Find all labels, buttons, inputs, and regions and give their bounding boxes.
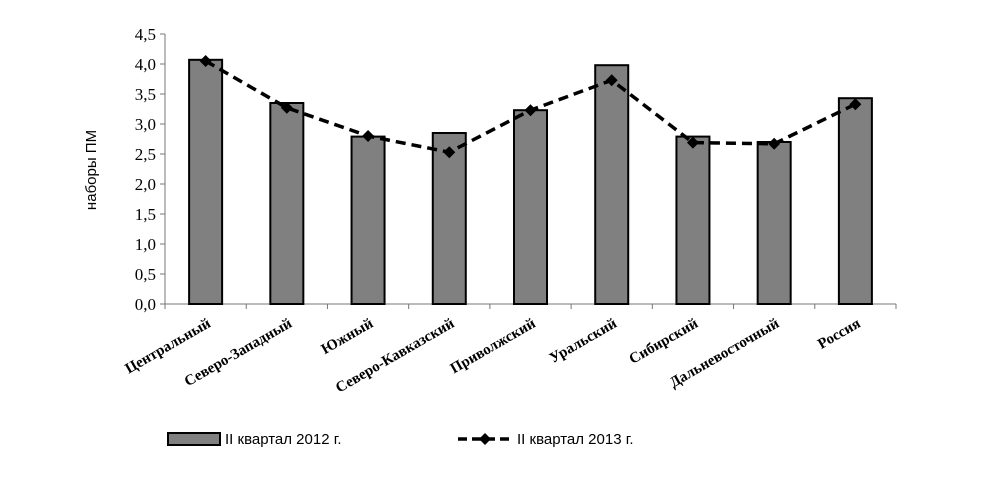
bar-2012 <box>594 64 630 305</box>
y-tick-label: 2,5 <box>135 145 156 164</box>
y-tick-label: 1,5 <box>135 205 156 224</box>
point-2013 <box>362 130 375 142</box>
legend: II квартал 2012 г. II квартал 2013 г. <box>167 431 634 448</box>
x-tick-label: Сибирский <box>627 315 702 367</box>
point-2013 <box>280 101 293 114</box>
point-2013 <box>605 74 618 87</box>
point-2013 <box>443 146 456 159</box>
y-tick-label: 3,0 <box>135 115 156 134</box>
x-tick-label: Южный <box>319 315 377 358</box>
bar-2012 <box>269 102 305 305</box>
y-tick-label: 1,0 <box>135 235 156 254</box>
legend-diamond-marker <box>479 433 491 445</box>
point-2013 <box>768 137 781 150</box>
legend-label-2013: II квартал 2013 г. <box>517 431 634 448</box>
bar-2012 <box>350 135 386 305</box>
x-tick-label: Россия <box>815 316 863 353</box>
point-2013 <box>686 136 699 149</box>
y-tick-label: 0,5 <box>135 265 156 284</box>
bar-2012 <box>837 97 873 305</box>
bar-2012 <box>675 135 711 305</box>
bar-2012 <box>756 141 792 305</box>
y-tick-label: 2,0 <box>135 175 156 194</box>
point-2013 <box>849 98 862 111</box>
y-tick-label: 4,5 <box>135 25 156 44</box>
point-2013 <box>199 55 212 67</box>
legend-swatch-bar <box>167 432 221 446</box>
bar-2012 <box>188 58 224 305</box>
y-axis-label: наборы ПМ <box>83 130 100 210</box>
y-tick-label: 3,5 <box>135 85 156 104</box>
point-2013 <box>524 104 537 117</box>
x-tick-label: Уральский <box>547 315 620 366</box>
bar-2012 <box>513 109 548 305</box>
y-tick-label: 4,0 <box>135 55 156 74</box>
bar-2012 <box>431 132 467 305</box>
y-tick-label: 0,0 <box>135 295 156 314</box>
legend-label-2012: II квартал 2012 г. <box>225 431 342 448</box>
x-tick-label: Приволжский <box>448 315 539 377</box>
